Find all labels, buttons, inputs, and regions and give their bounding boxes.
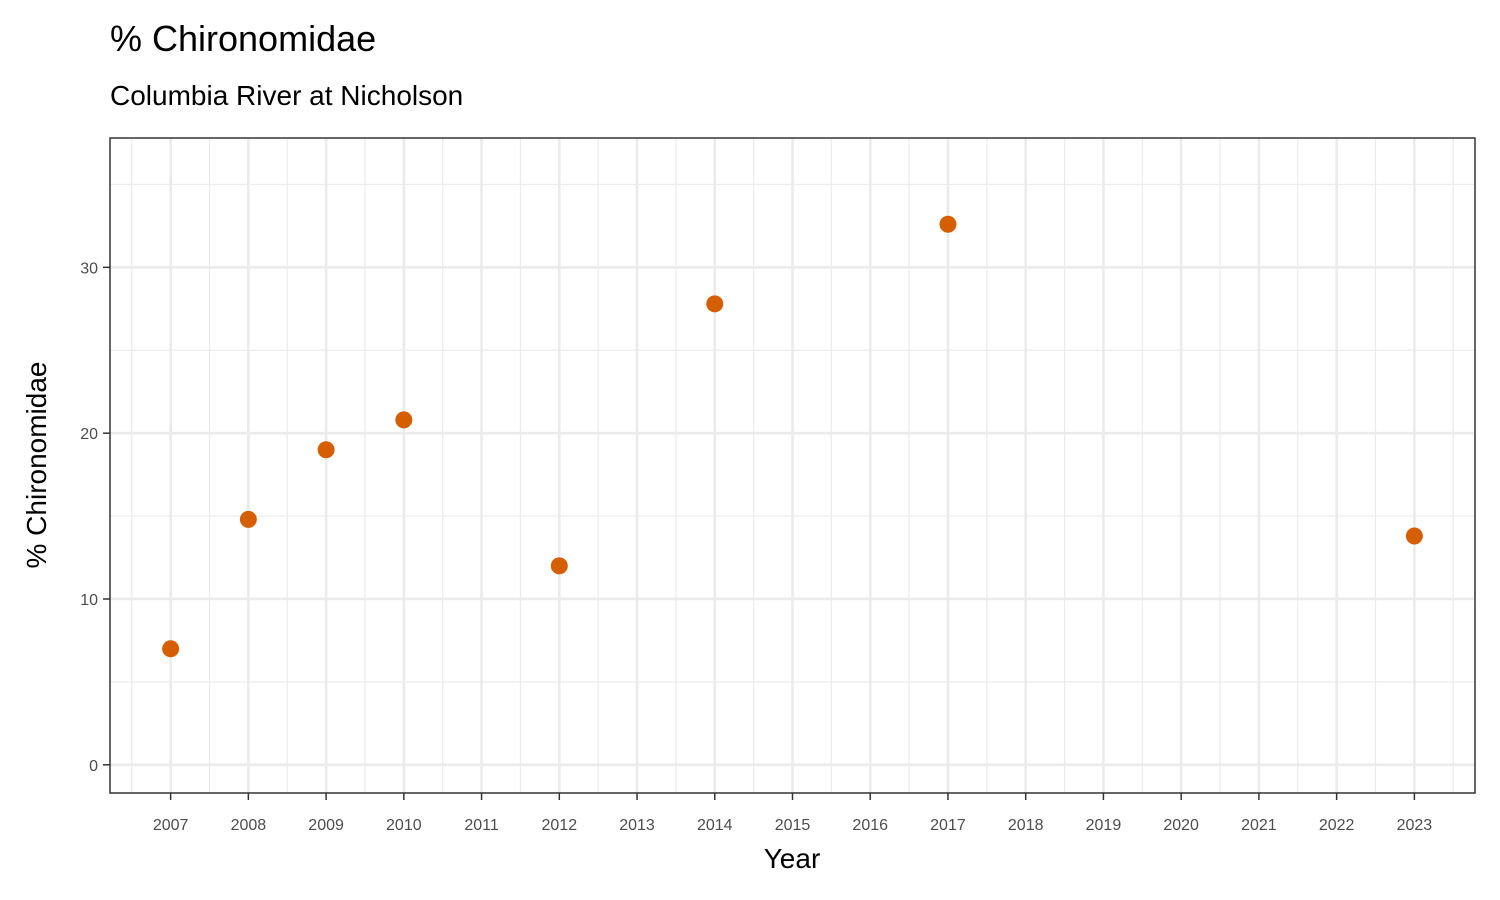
data-point [939,215,957,233]
x-tick-label: 2017 [930,817,966,834]
axis-ticks [103,266,1416,800]
x-tick-label: 2014 [697,817,733,834]
x-tick-label: 2012 [542,817,578,834]
x-tick-label: 2009 [308,817,344,834]
x-tick-label: 2016 [852,817,888,834]
y-tick-label: 30 [80,260,98,277]
x-tick-label: 2015 [775,817,811,834]
x-tick-label: 2023 [1397,817,1433,834]
x-tick-label: 2013 [619,817,655,834]
data-point [239,510,257,528]
grid-major [110,138,1475,793]
y-tick-label: 0 [89,758,98,775]
data-point [317,441,335,459]
y-axis-title: % Chironomidae [21,362,52,569]
x-tick-label: 2020 [1163,817,1199,834]
data-point [1405,527,1423,545]
y-tick-label: 10 [80,592,98,609]
data-point [706,295,724,313]
x-tick-label: 2018 [1008,817,1044,834]
x-tick-label: 2022 [1319,817,1355,834]
data-point [550,557,568,575]
x-tick-labels: 2007 2008 2009 2010 2011 2012 2013 2014 2015 2016… [153,817,1432,834]
x-tick-label: 2019 [1086,817,1122,834]
x-tick-label: 2007 [153,817,189,834]
chart-title: % Chironomidae [110,18,377,59]
x-tick-label: 2011 [464,817,499,834]
x-tick-label: 2008 [231,817,267,834]
chart-subtitle: Columbia River at Nicholson [110,80,464,111]
x-axis-title: Year [764,843,821,874]
x-tick-label: 2021 [1241,817,1277,834]
y-tick-labels: 0 10 20 30 [80,260,98,774]
data-point [395,411,413,429]
x-tick-label: 2010 [386,817,422,834]
y-tick-label: 20 [80,426,98,443]
data-point [162,640,180,658]
data-points [162,215,1423,658]
